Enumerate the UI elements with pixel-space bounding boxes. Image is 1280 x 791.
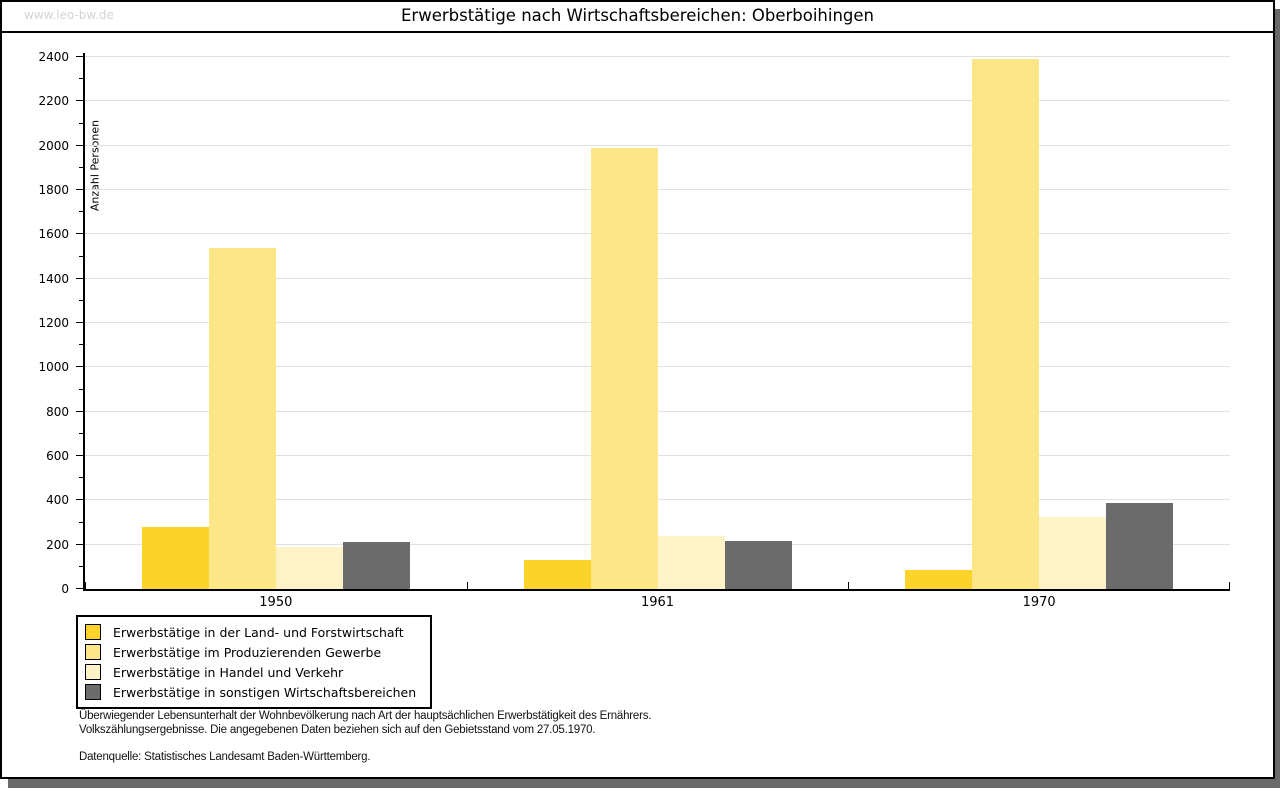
y-axis-tick [76, 588, 83, 589]
y-axis-tick [79, 122, 83, 124]
gridline [85, 233, 1230, 235]
gridline [85, 144, 1230, 146]
legend-label: Erwerbstätige in der Land- und Forstwirt… [113, 624, 404, 640]
y-axis-tick [79, 211, 83, 213]
site-watermark: www.leo-bw.de [24, 8, 114, 22]
gridline [85, 366, 1230, 368]
y-axis-tick [79, 299, 83, 301]
bar-1970-series-4 [1106, 502, 1174, 589]
gridline [85, 410, 1230, 412]
y-axis-tick [79, 521, 83, 523]
legend-swatch-icon [85, 624, 101, 640]
chart-footnotes: Überwiegender Lebensunterhalt der Wohnbe… [79, 710, 652, 737]
y-axis-tick [79, 78, 83, 80]
chart-legend: Erwerbstätige in der Land- und Forstwirt… [76, 615, 433, 709]
bar-1970-series-1 [905, 570, 973, 589]
legend-label: Erwerbstätige in Handel und Verkehr [113, 664, 344, 680]
bar-1961-series-2 [590, 147, 658, 589]
gridline [85, 322, 1230, 323]
gridline [85, 499, 1230, 501]
y-axis-title: Anzahl Personen [88, 119, 102, 212]
page-title: Erwerbstätige nach Wirtschaftsbereichen:… [400, 6, 875, 25]
y-tick-label: 600 [46, 449, 69, 463]
y-axis-tick [76, 455, 83, 456]
y-tick-label: 1000 [38, 360, 69, 375]
y-tick-label: 1600 [38, 227, 69, 242]
gridline [85, 100, 1230, 102]
y-axis-tick [76, 144, 83, 146]
y-axis-tick [79, 565, 83, 567]
legend-row: Erwerbstätige im Produzierenden Gewerbe [85, 642, 416, 662]
y-axis-tick [76, 277, 83, 279]
y-axis-tick [76, 233, 83, 235]
y-tick-label: 1200 [38, 316, 69, 330]
bar-1950-series-2 [208, 247, 276, 589]
legend-row: Erwerbstätige in Handel und Verkehr [85, 662, 416, 682]
bar-1970-series-2 [972, 59, 1040, 589]
y-tick-label: 800 [46, 404, 69, 419]
plot-area: Anzahl Personen 1950 1961 1970 0 200 400 600 80… [38, 50, 1230, 610]
gridline [85, 277, 1230, 279]
y-tick-label: 1800 [38, 183, 69, 197]
y-axis-tick [76, 543, 83, 545]
y-tick-label: 200 [46, 537, 69, 552]
bar-1950-series-4 [342, 542, 410, 589]
legend-row: Erwerbstätige in sonstigen Wirtschaftsbe… [85, 682, 416, 702]
y-axis-tick [76, 322, 83, 323]
x-tick-label: 1961 [640, 595, 675, 610]
y-axis-tick [76, 56, 83, 57]
gridline [85, 189, 1230, 190]
bar-1970-series-3 [1039, 516, 1107, 589]
gridline [85, 455, 1230, 456]
x-axis-tick [466, 582, 468, 589]
footnote-line-2: Volkszählungsergebnisse. Die angegebenen… [79, 723, 596, 736]
y-tick-label: 1400 [38, 271, 69, 286]
x-axis-tick [848, 582, 850, 589]
y-tick-label: 0 [61, 582, 69, 596]
data-source-note: Datenquelle: Statistisches Landesamt Bad… [79, 751, 371, 763]
x-tick-label: 1970 [1022, 595, 1056, 610]
chart-header: www.leo-bw.de Erwerbstätige nach Wirtsch… [2, 2, 1273, 33]
y-axis-tick [79, 344, 83, 346]
legend-label: Erwerbstätige im Produzierenden Gewerbe [113, 644, 382, 660]
legend-swatch-icon [85, 684, 101, 700]
bar-1961-series-3 [657, 535, 725, 589]
y-axis-tick [79, 388, 83, 390]
legend-label: Erwerbstätige in sonstigen Wirtschaftsbe… [113, 684, 417, 700]
y-axis-tick [79, 255, 83, 257]
footnote-line-1: Überwiegender Lebensunterhalt der Wohnbe… [79, 710, 652, 722]
y-axis-tick [79, 166, 83, 168]
y-axis-tick [76, 499, 83, 501]
y-axis-tick [76, 366, 83, 368]
y-tick-label: 400 [46, 493, 69, 508]
bar-1961-series-4 [724, 541, 792, 589]
y-tick-label: 2400 [38, 50, 69, 64]
gridline [85, 56, 1230, 57]
x-axis-tick [85, 582, 86, 589]
x-tick-label: 1950 [259, 595, 293, 610]
bar-1950-series-1 [141, 526, 209, 589]
bar-1950-series-3 [275, 546, 343, 589]
x-axis-tick [1229, 582, 1230, 589]
bar-1961-series-1 [523, 560, 591, 589]
y-tick-label: 2000 [38, 138, 69, 153]
y-tick-label: 2200 [38, 94, 69, 109]
legend-swatch-icon [85, 664, 101, 680]
legend-row: Erwerbstätige in der Land- und Forstwirt… [85, 622, 416, 642]
legend-swatch-icon [85, 644, 101, 660]
y-axis-tick [79, 477, 83, 479]
y-axis-tick [79, 432, 83, 434]
y-axis-tick [76, 410, 83, 412]
y-axis-tick [76, 189, 83, 190]
y-axis-tick [76, 100, 83, 102]
